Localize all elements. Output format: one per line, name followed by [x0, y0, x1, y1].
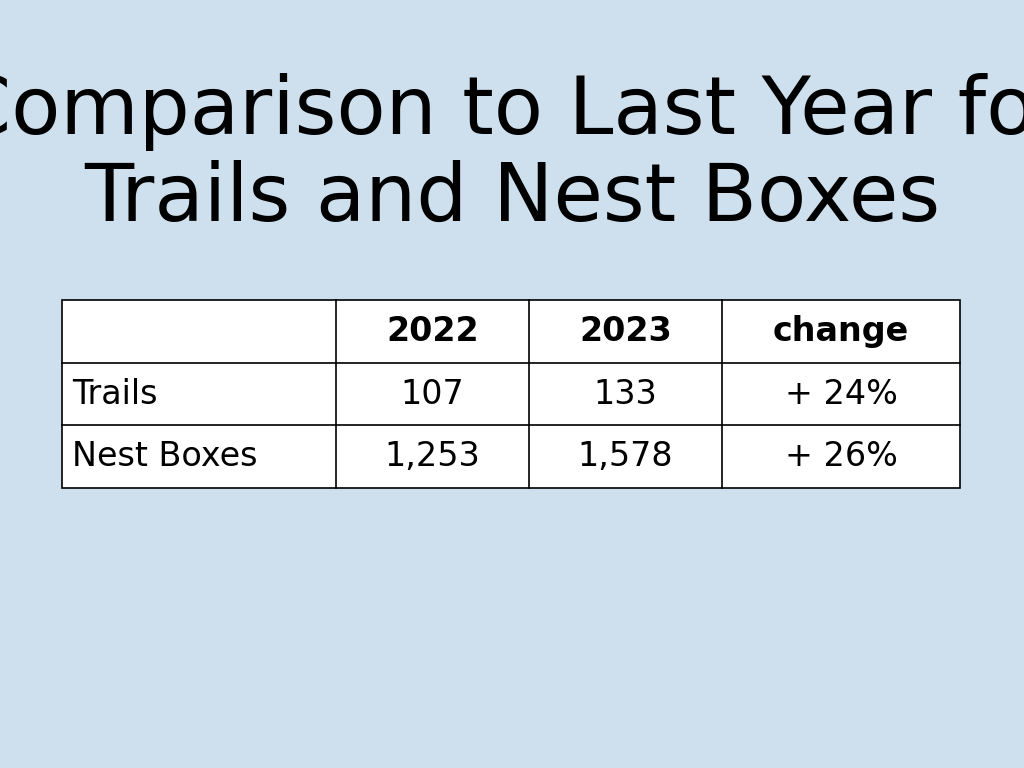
- Bar: [62, 300, 961, 488]
- Text: + 26%: + 26%: [784, 440, 897, 473]
- Text: + 24%: + 24%: [784, 378, 897, 411]
- Text: 107: 107: [400, 378, 464, 411]
- Text: Comparison to Last Year for
Trails and Nest Boxes: Comparison to Last Year for Trails and N…: [0, 73, 1024, 238]
- Text: Trails: Trails: [72, 378, 158, 411]
- Text: change: change: [773, 315, 909, 348]
- Bar: [62, 300, 961, 488]
- Text: 2022: 2022: [386, 315, 479, 348]
- Text: 2023: 2023: [580, 315, 672, 348]
- Text: Nest Boxes: Nest Boxes: [72, 440, 257, 473]
- Text: 133: 133: [594, 378, 657, 411]
- Text: 1,578: 1,578: [578, 440, 673, 473]
- Text: 1,253: 1,253: [385, 440, 480, 473]
